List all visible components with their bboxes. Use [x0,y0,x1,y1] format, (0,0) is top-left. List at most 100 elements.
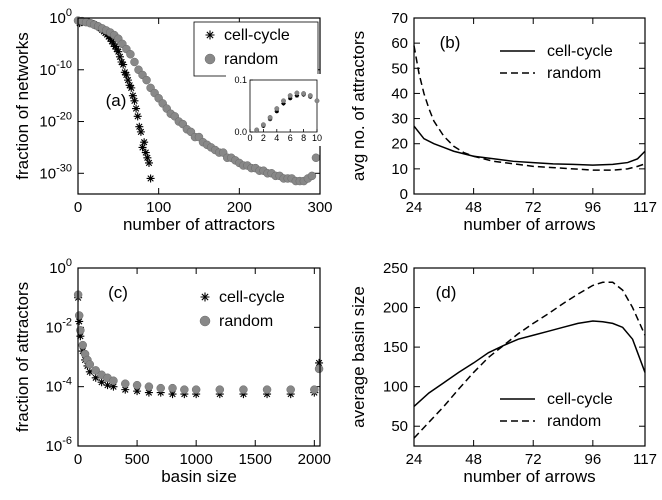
data-point [109,39,118,48]
y-tick-label: 250 [383,260,408,277]
legend-marker-1 [200,292,210,302]
data-point [127,83,136,92]
data-point [91,373,100,382]
y-tick-label: 70 [391,10,408,27]
inset-x-tick-label: 10 [312,133,322,143]
inset-background [226,74,321,146]
legend: cell-cycle random [199,289,285,330]
x-tick-label: 1000 [179,451,212,468]
inset-x-tick-label: 4 [274,133,279,143]
data-point [109,382,118,391]
chart-panel-2: 24 48 72 96 117 0 10 20 30 40 50 60 70 number of arro… [349,10,657,234]
x-tick-label: 117 [633,199,657,216]
data-point [133,387,142,396]
legend-label-2: random [547,65,601,82]
inset-y-tick-label: 0.1 [234,75,247,85]
data-point [125,81,134,90]
inset-data-point [254,127,260,133]
x-tick-label: 48 [465,451,482,468]
data-point [114,47,123,56]
inset-data-point [287,93,293,99]
x-tick-label: 0 [74,199,82,216]
y-tick-label: 30 [391,111,408,128]
data-point [286,385,295,394]
series-line-1 [413,320,646,408]
inset-data-point [301,91,307,96]
data-point [117,58,126,66]
y-tick-label: 0 [400,186,408,203]
inset-data-point [260,122,266,128]
inset-data-point [294,93,300,98]
data-point [140,138,149,147]
y-tick-label: 10-30 [39,162,72,182]
plot-area [73,290,324,399]
y-tick-label: 40 [391,85,408,102]
plot-area [413,281,646,439]
data-point [215,385,225,394]
legend: cell-cycle random [500,391,613,430]
data-point [106,34,115,43]
y-tick-label: 150 [383,339,408,356]
data-point [142,75,151,85]
plot-frame [413,17,646,195]
y-tick-label: 10-20 [39,111,72,131]
data-point [310,385,319,394]
data-point [239,390,248,399]
x-axis-label: number of arrows [463,467,595,486]
y-tick-label: 10-10 [39,59,72,79]
legend: cell-cycle random [500,43,613,82]
x-tick-label: 100 [146,199,171,216]
data-point [215,390,224,399]
inset-data-point [288,96,293,101]
data-point [122,70,131,79]
x-tick-label: 1500 [239,451,272,468]
data-point [138,143,147,152]
inset-x-tick-label: 8 [301,133,306,143]
series-line-2 [413,45,646,171]
panel-label: (d) [436,283,457,302]
data-point [78,340,87,350]
data-point [144,382,154,391]
x-axis-label: number of arrows [463,215,595,234]
plot-area [413,45,646,171]
data-point [263,390,272,399]
data-point [191,385,201,394]
data-point [136,127,145,136]
legend: cell-cycle random [193,21,319,77]
plot-area [73,16,321,186]
data-point [121,379,130,388]
data-point [168,390,177,399]
inset-data-point [274,109,279,114]
inset-data-point [274,106,280,112]
data-point [135,122,144,131]
x-tick-label: 117 [633,451,657,468]
data-point [132,104,141,113]
inset-x-tick-label: 6 [288,133,293,143]
y-axis-label: average basin size [349,286,368,428]
data-point [307,171,317,181]
x-axis-label: number of attractors [123,215,275,234]
data-point [146,174,155,183]
x-tick-label: 48 [465,199,482,216]
legend-marker-2 [204,53,216,65]
inset-chart: 0 2 4 6 8 10 0.0 0.1 [226,74,322,146]
data-point [103,381,112,390]
x-tick-label: 300 [307,199,332,216]
y-tick-label: 100 [49,257,72,277]
inset-data-point [294,90,300,96]
data-point [143,153,152,162]
legend-box [193,21,319,77]
x-tick-label: 24 [406,199,423,216]
y-tick-label: 50 [391,60,408,77]
inset-x-tick-label: 2 [261,133,266,143]
y-tick-label: 200 [383,300,408,317]
data-point [286,390,295,399]
y-axis-label: fraction of networks [13,32,32,179]
data-point [130,57,139,67]
inset-x-tick-label: 0 [247,133,252,143]
legend-label-1: cell-cycle [224,27,290,44]
legend-label-1: cell-cycle [547,43,613,60]
data-point [141,148,150,157]
